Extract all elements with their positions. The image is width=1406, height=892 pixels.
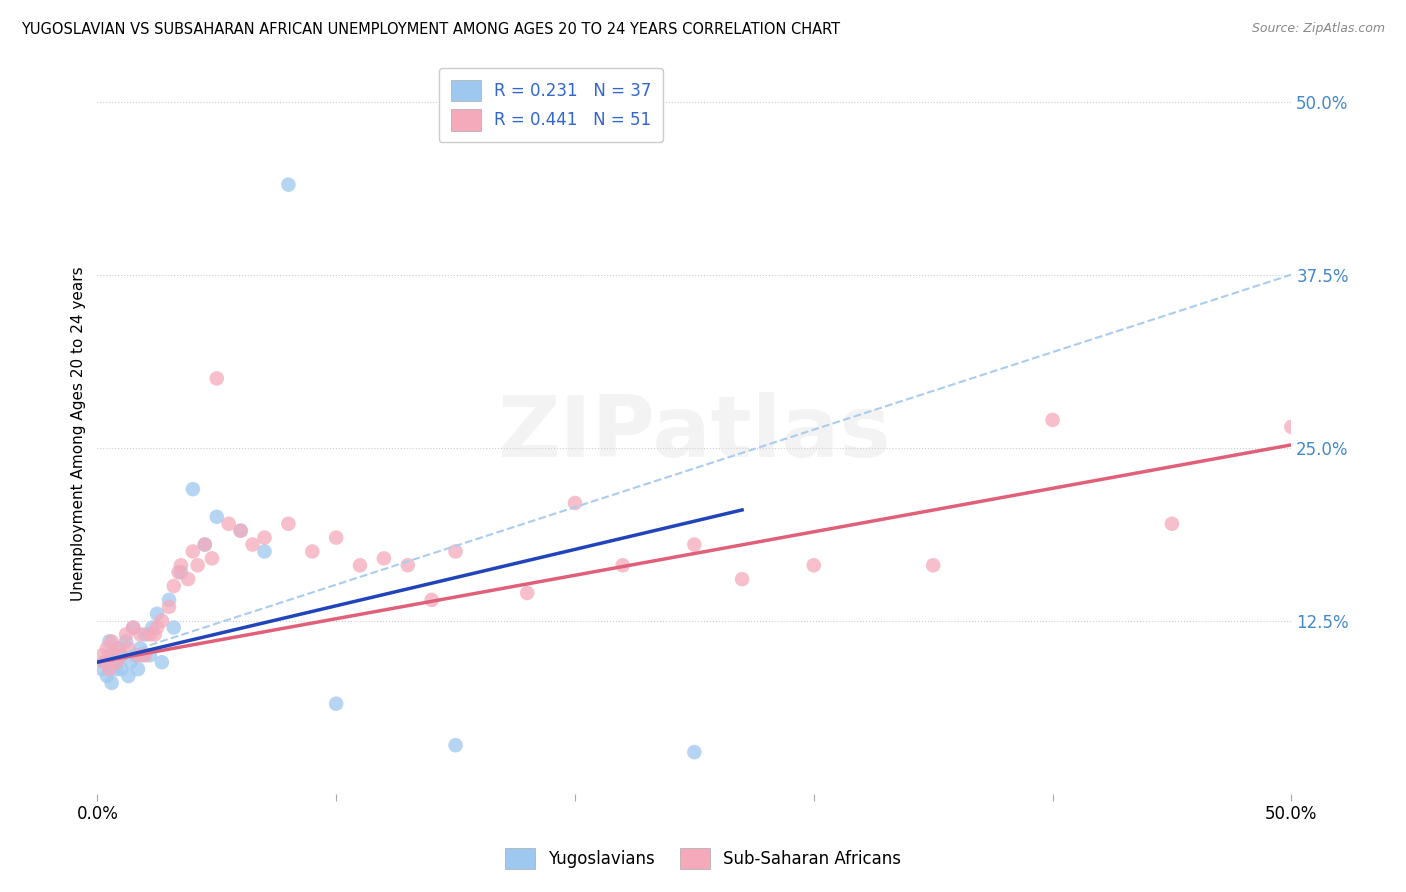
Point — [146, 607, 169, 621]
Point — [115, 634, 138, 648]
Point — [120, 655, 142, 669]
Point — [1279, 420, 1302, 434]
Point — [612, 558, 634, 573]
Point — [803, 558, 825, 573]
Point — [163, 579, 186, 593]
Point — [170, 565, 193, 579]
Point — [139, 627, 162, 641]
Point — [132, 648, 155, 663]
Y-axis label: Unemployment Among Ages 20 to 24 years: Unemployment Among Ages 20 to 24 years — [72, 267, 86, 601]
Point — [373, 551, 395, 566]
Point — [683, 537, 706, 551]
Point — [396, 558, 419, 573]
Point — [91, 662, 114, 676]
Point — [129, 641, 152, 656]
Point — [110, 648, 132, 663]
Point — [181, 482, 204, 496]
Point — [110, 648, 132, 663]
Point — [105, 655, 128, 669]
Point — [157, 599, 180, 614]
Point — [100, 634, 122, 648]
Point — [229, 524, 252, 538]
Point — [110, 662, 132, 676]
Point — [98, 648, 121, 663]
Point — [100, 676, 122, 690]
Point — [194, 537, 217, 551]
Point — [177, 572, 200, 586]
Point — [139, 648, 162, 663]
Point — [108, 641, 131, 656]
Point — [194, 537, 217, 551]
Point — [420, 593, 443, 607]
Point — [103, 648, 125, 663]
Point — [134, 627, 156, 641]
Text: Source: ZipAtlas.com: Source: ZipAtlas.com — [1251, 22, 1385, 36]
Point — [98, 634, 121, 648]
Point — [181, 544, 204, 558]
Point — [170, 558, 193, 573]
Point — [277, 516, 299, 531]
Point — [150, 614, 173, 628]
Point — [141, 621, 163, 635]
Point — [98, 662, 121, 676]
Point — [218, 516, 240, 531]
Point — [108, 641, 131, 656]
Point — [143, 627, 166, 641]
Point — [201, 551, 224, 566]
Point — [253, 544, 276, 558]
Point — [731, 572, 754, 586]
Point — [187, 558, 209, 573]
Point — [205, 509, 228, 524]
Point — [129, 627, 152, 641]
Text: YUGOSLAVIAN VS SUBSAHARAN AFRICAN UNEMPLOYMENT AMONG AGES 20 TO 24 YEARS CORRELA: YUGOSLAVIAN VS SUBSAHARAN AFRICAN UNEMPL… — [21, 22, 841, 37]
Point — [127, 648, 149, 663]
Point — [117, 641, 139, 656]
Point — [105, 655, 128, 669]
Point — [242, 537, 264, 551]
Point — [103, 648, 125, 663]
Point — [163, 621, 186, 635]
Point — [150, 655, 173, 669]
Point — [134, 648, 156, 663]
Point — [122, 621, 145, 635]
Point — [444, 544, 467, 558]
Point — [516, 586, 538, 600]
Point — [117, 669, 139, 683]
Point — [91, 648, 114, 663]
Legend: R = 0.231   N = 37, R = 0.441   N = 51: R = 0.231 N = 37, R = 0.441 N = 51 — [439, 68, 664, 143]
Point — [922, 558, 945, 573]
Point — [444, 738, 467, 752]
Point — [115, 627, 138, 641]
Point — [253, 531, 276, 545]
Point — [229, 524, 252, 538]
Point — [683, 745, 706, 759]
Point — [167, 565, 190, 579]
Point — [96, 641, 118, 656]
Point — [93, 655, 115, 669]
Point — [93, 655, 115, 669]
Text: ZIPatlas: ZIPatlas — [498, 392, 891, 475]
Point — [325, 697, 347, 711]
Point — [1161, 516, 1184, 531]
Point — [301, 544, 323, 558]
Point — [277, 178, 299, 192]
Point — [205, 371, 228, 385]
Point — [1042, 413, 1064, 427]
Point — [122, 621, 145, 635]
Point — [124, 648, 146, 663]
Point — [564, 496, 586, 510]
Point — [157, 593, 180, 607]
Point — [325, 531, 347, 545]
Point — [96, 669, 118, 683]
Point — [127, 662, 149, 676]
Point — [349, 558, 371, 573]
Point — [146, 621, 169, 635]
Point — [105, 662, 128, 676]
Legend: Yugoslavians, Sub-Saharan Africans: Yugoslavians, Sub-Saharan Africans — [495, 838, 911, 880]
